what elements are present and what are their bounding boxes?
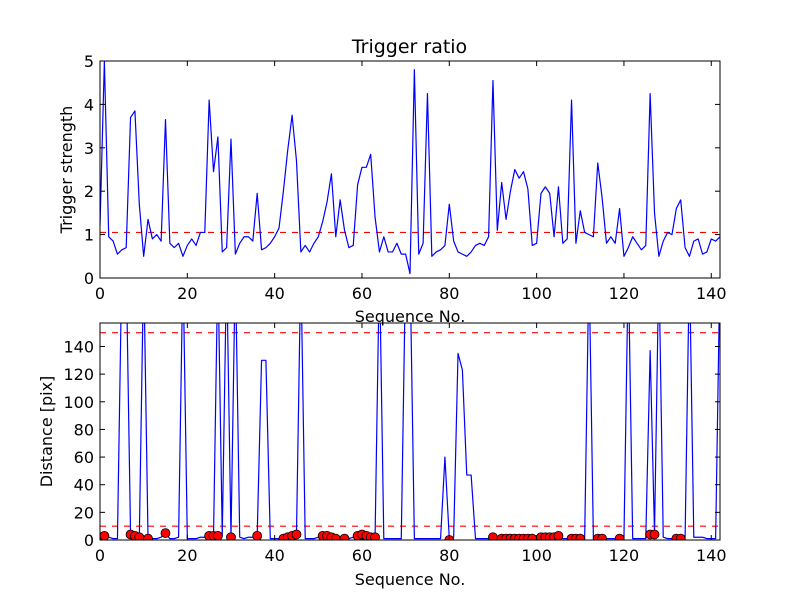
y-tick-label: 140 [63,337,94,356]
y-tick-label: 120 [63,365,94,384]
x-tick-label: 100 [521,284,552,303]
data-point-marker [212,530,223,540]
top-y-axis-label: Trigger strength [57,106,76,235]
x-tick-label: 80 [439,284,459,303]
x-tick-label: 0 [95,284,105,303]
data-point-marker [339,533,350,540]
chart-title: Trigger ratio [351,36,467,58]
bottom-plot-area [100,323,720,540]
data-point-marker [675,533,686,540]
x-tick-label: 140 [696,284,727,303]
x-tick-label: 40 [264,284,284,303]
top-plot-frame [99,60,721,279]
y-tick-label: 2 [84,182,94,201]
top-x-axis-label: Sequence No. [355,307,466,326]
data-point-marker [575,533,586,540]
bottom-y-axis-label: Distance [pix] [37,376,56,488]
y-tick-label: 1 [84,226,94,245]
x-tick-label: 60 [352,284,372,303]
data-point-marker [597,533,608,540]
x-tick-label: 80 [439,546,459,565]
x-tick-label: 40 [264,546,284,565]
bottom-axis-ticks: 0 20 40 60 80 100 120 140 0 20 40 60 80 100 120 140 [63,323,727,565]
data-point-marker [553,530,564,540]
y-tick-label: 80 [74,420,94,439]
x-tick-label: 20 [177,284,197,303]
x-tick-label: 0 [95,546,105,565]
x-tick-label: 120 [609,284,640,303]
trigger-ratio-panel: Trigger ratio 0 20 40 60 80 100 120 140 0 1 2 3 4 5 S… [57,36,727,326]
bottom-x-axis-label: Sequence No. [355,570,466,589]
top-plot-area [100,61,720,275]
data-point-marker [143,533,153,540]
x-tick-label: 60 [352,546,372,565]
x-tick-label: 140 [696,546,727,565]
series-line [100,61,720,275]
y-tick-label: 60 [74,448,94,467]
y-tick-label: 20 [74,503,94,522]
data-point-marker [252,530,263,540]
y-tick-label: 3 [84,139,94,158]
bottom-plot-frame [99,322,721,541]
y-tick-label: 40 [74,476,94,495]
data-point-marker [160,528,171,538]
y-tick-label: 4 [84,95,94,114]
data-point-marker [226,532,236,540]
y-tick-label: 100 [63,393,94,412]
data-point-marker [100,530,110,540]
x-tick-label: 100 [521,546,552,565]
x-tick-label: 120 [609,546,640,565]
distance-panel: 0 20 40 60 80 100 120 140 0 20 40 60 80 100 120 140 Seq… [37,322,727,589]
y-tick-label: 0 [84,269,94,288]
top-axis-ticks: 0 20 40 60 80 100 120 140 0 1 2 3 4 5 [84,52,727,303]
data-point-marker [291,529,302,540]
data-point-marker [370,532,380,540]
y-tick-label: 0 [84,531,94,550]
x-tick-label: 20 [177,546,197,565]
data-point-marker [649,529,660,540]
y-tick-label: 5 [84,52,94,71]
